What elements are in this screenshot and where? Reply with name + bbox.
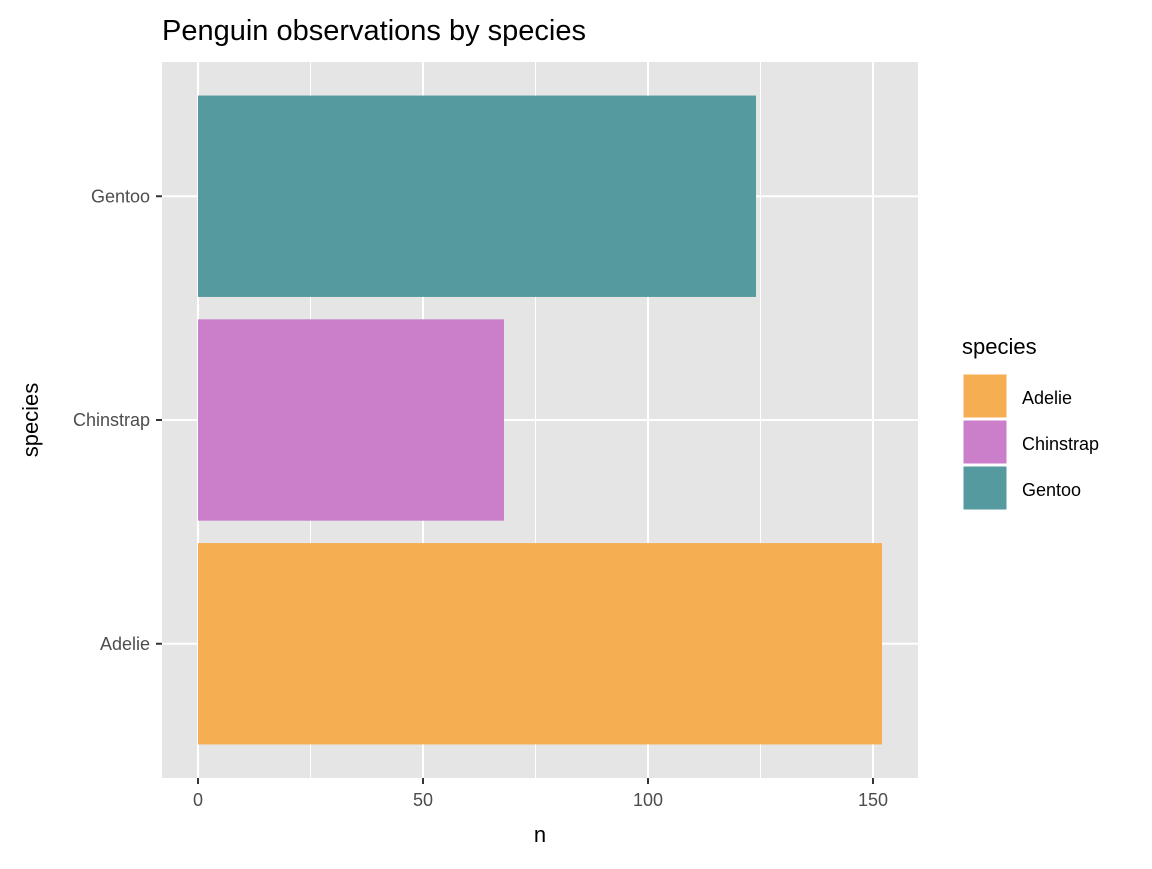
bar-adelie xyxy=(198,543,882,745)
legend: species Adelie Chinstrap Gentoo xyxy=(962,334,1099,511)
legend-label: Chinstrap xyxy=(1022,434,1099,454)
legend-title: species xyxy=(962,334,1037,359)
bars xyxy=(198,95,882,745)
y-axis-label: species xyxy=(18,383,43,458)
legend-swatch-chinstrap xyxy=(962,419,1008,465)
legend-label: Gentoo xyxy=(1022,480,1081,500)
x-tick-label: 50 xyxy=(413,790,433,810)
legend-swatch-gentoo xyxy=(962,465,1008,511)
x-tick-label: 100 xyxy=(633,790,663,810)
chart-title: Penguin observations by species xyxy=(162,15,586,47)
x-tick-label: 0 xyxy=(193,790,203,810)
legend-label: Adelie xyxy=(1022,388,1072,408)
y-tick-label: Gentoo xyxy=(91,186,150,206)
legend-swatch-adelie xyxy=(962,373,1008,419)
x-tick-label: 150 xyxy=(858,790,888,810)
axes: 0 50 100 150 Adelie Chinstrap Gentoo xyxy=(73,186,888,810)
x-axis-label: n xyxy=(534,822,546,847)
y-tick-label: Chinstrap xyxy=(73,410,150,430)
bar-chinstrap xyxy=(198,319,504,521)
y-tick-label: Adelie xyxy=(100,634,150,654)
bar-gentoo xyxy=(198,95,756,297)
